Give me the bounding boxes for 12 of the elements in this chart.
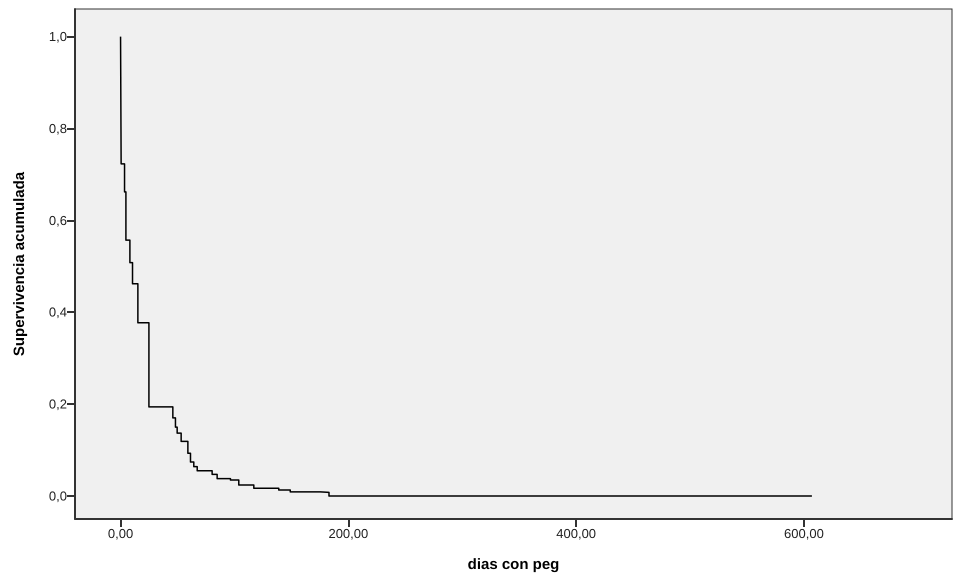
- y-tick-label: 1,0: [48, 29, 67, 44]
- x-tick-label: 600,00: [784, 526, 824, 541]
- y-tick-label: 0,8: [48, 120, 67, 136]
- y-tick-label: 0,2: [48, 396, 67, 412]
- x-tick-label: 200,00: [328, 526, 368, 541]
- y-tick-label: 0,6: [48, 212, 67, 228]
- x-tick-label: 400,00: [556, 526, 596, 541]
- x-axis-title: dias con peg: [468, 556, 560, 573]
- y-tick-label: 0,0: [48, 488, 67, 504]
- y-tick-label: 0,4: [48, 304, 67, 320]
- x-tick-label: 0,00: [108, 526, 134, 541]
- y-axis-title: Supervivencia acumulada: [11, 171, 28, 356]
